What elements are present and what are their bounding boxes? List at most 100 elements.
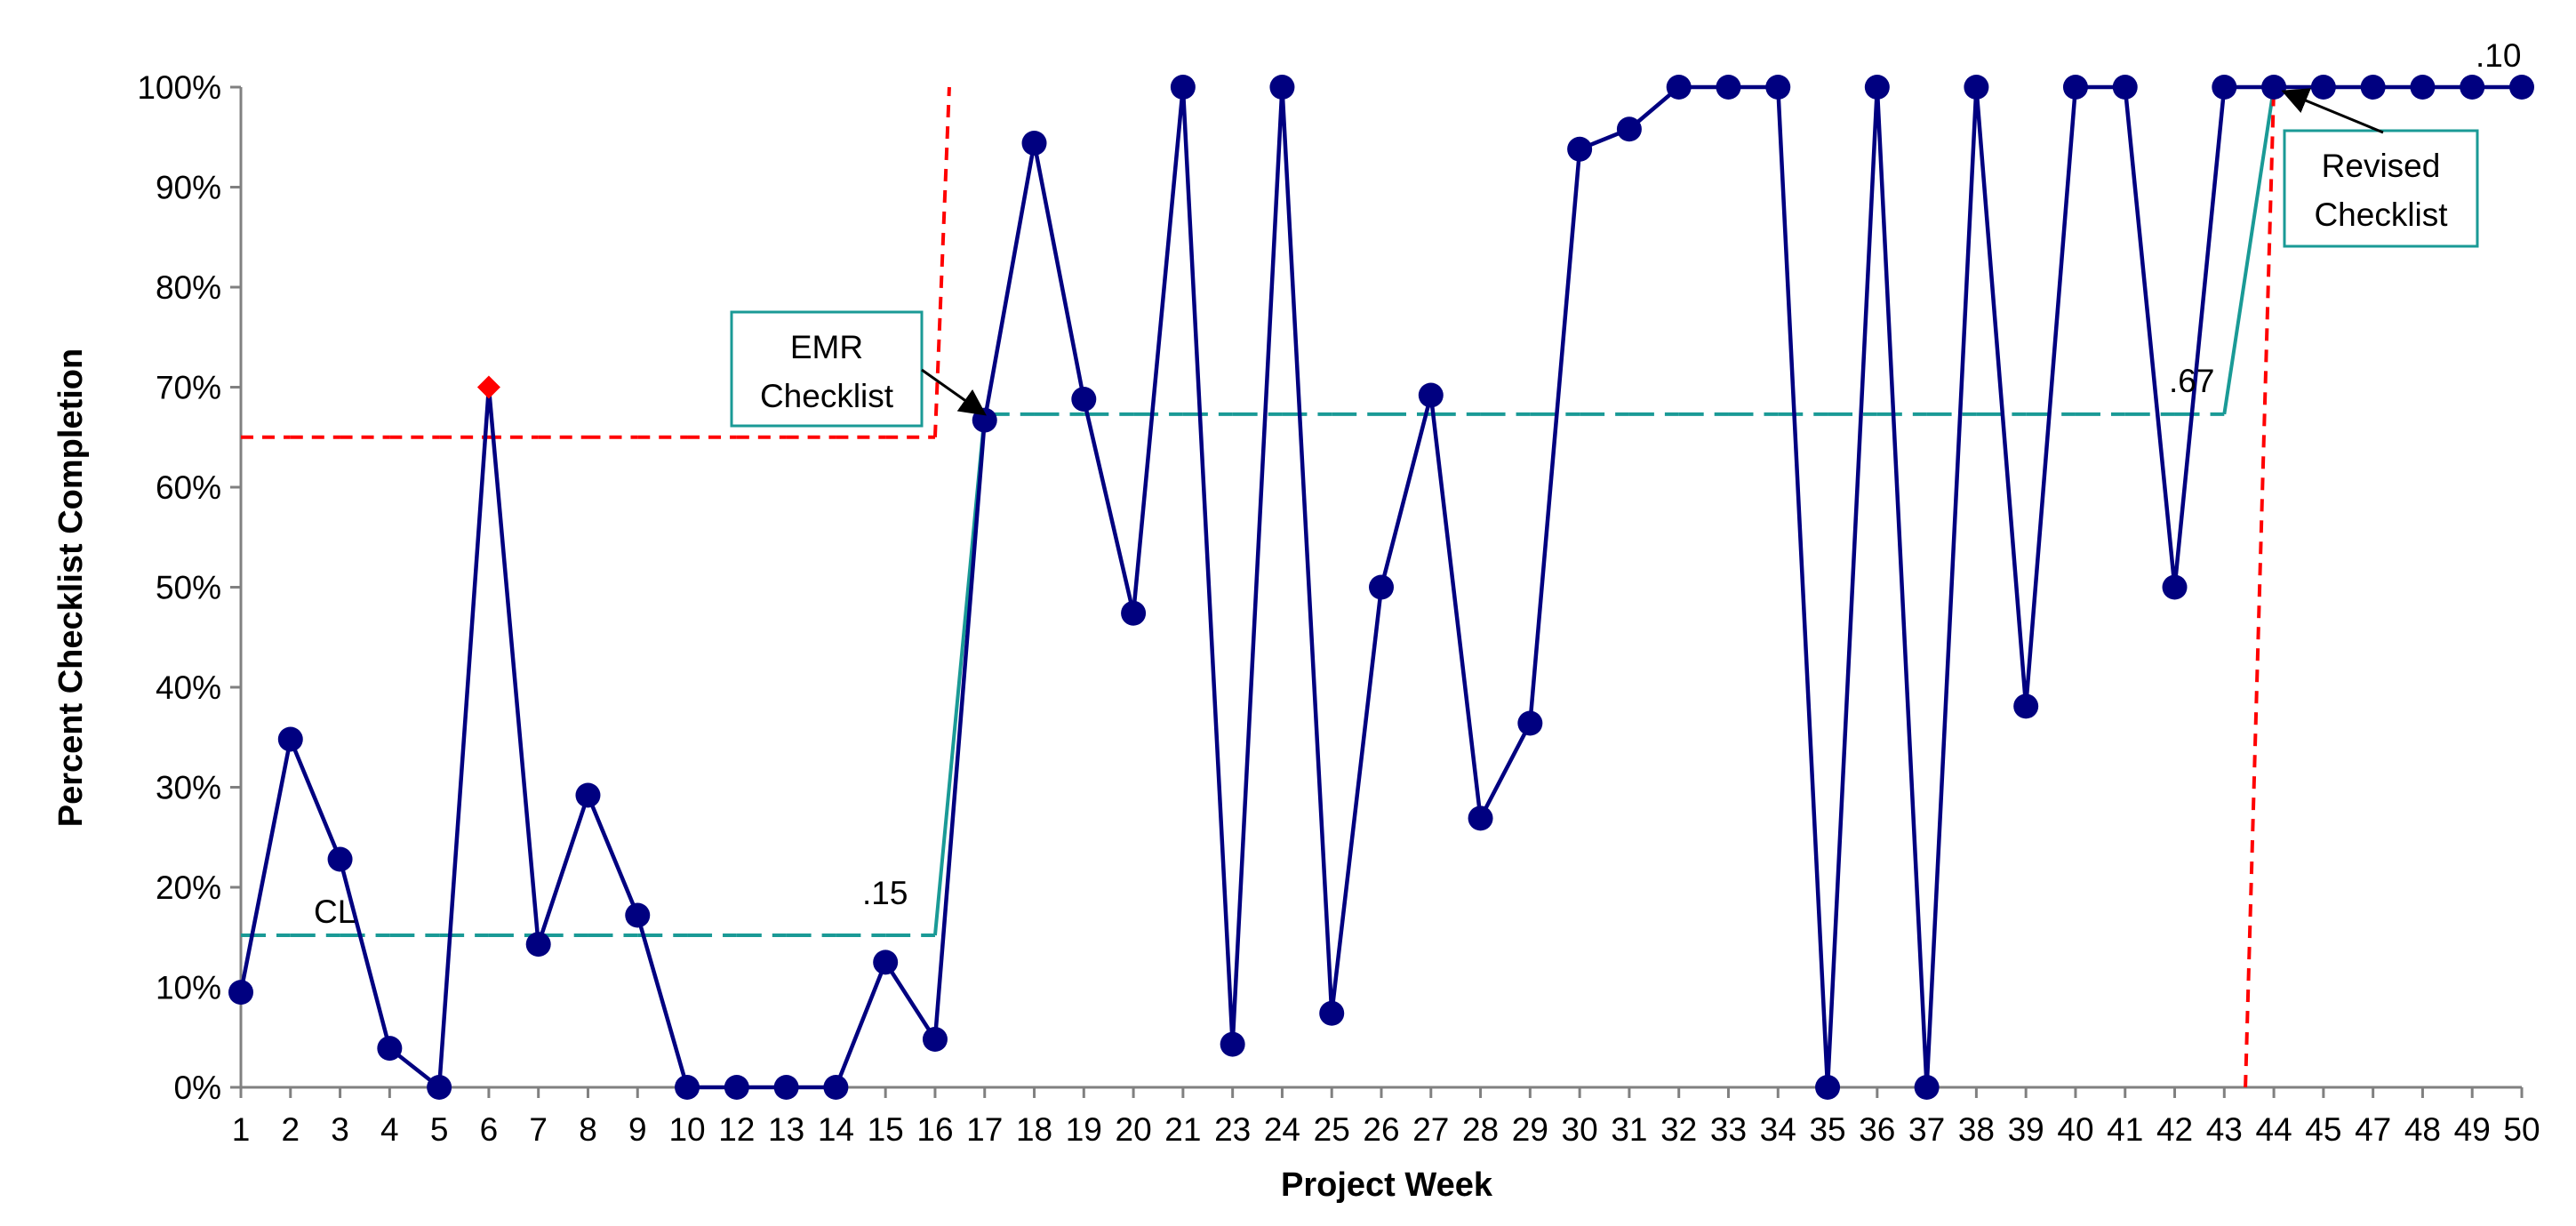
y-tick-label: 30% — [156, 770, 221, 806]
limit-jump — [2244, 86, 2276, 1088]
x-tick-label: 5 — [430, 1111, 449, 1148]
data-point — [773, 1075, 799, 1100]
x-tick-label: 10 — [668, 1111, 705, 1148]
data-point — [2310, 75, 2336, 100]
data-point — [2112, 75, 2138, 100]
x-tick-label: 32 — [1660, 1111, 1697, 1148]
x-tick-label: 39 — [2008, 1111, 2044, 1148]
x-tick-label: 4 — [380, 1111, 399, 1148]
data-point — [1021, 131, 1047, 156]
x-tick-label: 15 — [868, 1111, 904, 1148]
center-line — [2222, 86, 2276, 415]
x-tick-label: 8 — [579, 1111, 597, 1148]
arrow — [2281, 88, 2384, 134]
data-point — [2062, 75, 2088, 100]
data-point — [675, 1075, 700, 1100]
x-tick-label: 16 — [916, 1111, 953, 1148]
data-point — [1071, 387, 1097, 412]
x-tick-label: 29 — [1512, 1111, 1548, 1148]
data-point — [873, 950, 899, 975]
data-point — [1418, 382, 1444, 408]
x-tick-label: 25 — [1314, 1111, 1350, 1148]
y-tick-label: 60% — [156, 469, 221, 506]
y-tick-label: 90% — [156, 170, 221, 206]
x-tick-label: 35 — [1809, 1111, 1845, 1148]
data-point — [1914, 1075, 1940, 1100]
x-tick-label: 24 — [1264, 1111, 1300, 1148]
x-tick-label: 30 — [1562, 1111, 1598, 1148]
data-point — [1567, 136, 1593, 162]
annotation: .67 — [2169, 363, 2214, 399]
x-tick-label: 42 — [2156, 1111, 2193, 1148]
data-point — [1517, 710, 1543, 736]
x-tick-label: 6 — [480, 1111, 499, 1148]
data-point — [2360, 75, 2386, 100]
x-tick-label: 13 — [768, 1111, 804, 1148]
data-point — [1616, 116, 1642, 142]
data-point — [228, 980, 253, 1006]
x-tick-label: 43 — [2206, 1111, 2243, 1148]
x-tick-label: 47 — [2355, 1111, 2391, 1148]
x-tick-label: 2 — [281, 1111, 300, 1148]
y-tick-label: 70% — [156, 370, 221, 406]
x-tick-label: 3 — [331, 1111, 349, 1148]
annotation-text: EMR — [790, 329, 863, 365]
annotation-box — [730, 310, 924, 428]
x-tick-label: 20 — [1116, 1111, 1152, 1148]
x-tick-label: 31 — [1611, 1111, 1647, 1148]
x-tick-label: 40 — [2057, 1111, 2093, 1148]
x-tick-label: 19 — [1066, 1111, 1102, 1148]
data-point — [2410, 75, 2436, 100]
data-point — [1815, 1075, 1841, 1100]
y-tick-label: 20% — [156, 869, 221, 906]
x-tick-label: 36 — [1859, 1111, 1895, 1148]
x-tick-label: 44 — [2256, 1111, 2292, 1148]
x-tick-label: 37 — [1908, 1111, 1945, 1148]
x-tick-label: 9 — [628, 1111, 647, 1148]
y-tick-label: 0% — [174, 1070, 221, 1106]
data-point — [427, 1075, 452, 1100]
data-point — [1369, 574, 1394, 600]
annotation: CL — [314, 893, 356, 930]
x-tick-label: 1 — [232, 1111, 251, 1148]
x-tick-label: 27 — [1412, 1111, 1449, 1148]
x-tick-label: 41 — [2107, 1111, 2143, 1148]
data-point — [1666, 75, 1692, 100]
data-point — [922, 1027, 948, 1052]
data-point — [1716, 75, 1741, 100]
y-axis-title: Percent Checklist Completion — [52, 349, 90, 827]
data-point — [1765, 75, 1791, 100]
x-tick-label: 17 — [966, 1111, 1003, 1148]
x-tick-label: 50 — [2503, 1111, 2540, 1148]
data-point — [1121, 600, 1147, 626]
data-point — [1864, 75, 1890, 100]
data-point — [2013, 693, 2039, 719]
x-tick-label: 28 — [1462, 1111, 1499, 1148]
highlight-point — [476, 375, 500, 399]
data-point — [1319, 1000, 1345, 1026]
y-tick-label: 80% — [156, 269, 221, 306]
data-point — [1468, 805, 1493, 831]
y-tick-label: 50% — [156, 570, 221, 606]
x-tick-label: 7 — [529, 1111, 548, 1148]
annotation-box — [2283, 129, 2479, 248]
data-point — [1220, 1031, 1245, 1057]
x-tick-label: 33 — [1710, 1111, 1747, 1148]
data-point — [327, 846, 353, 872]
x-tick-label: 14 — [818, 1111, 854, 1148]
data-point — [575, 782, 601, 808]
x-tick-label: 26 — [1363, 1111, 1399, 1148]
data-point — [2261, 75, 2287, 100]
data-point — [2509, 75, 2534, 100]
data-point — [2212, 75, 2237, 100]
data-point — [377, 1036, 403, 1062]
x-tick-label: 18 — [1016, 1111, 1052, 1148]
x-tick-label: 48 — [2404, 1111, 2441, 1148]
x-tick-label: 12 — [718, 1111, 755, 1148]
data-point — [1269, 75, 1295, 100]
x-axis-title: Project Week — [1281, 1166, 1493, 1204]
data-point — [1170, 75, 1196, 100]
annotation: .10 — [2476, 37, 2521, 74]
data-point — [972, 407, 997, 433]
